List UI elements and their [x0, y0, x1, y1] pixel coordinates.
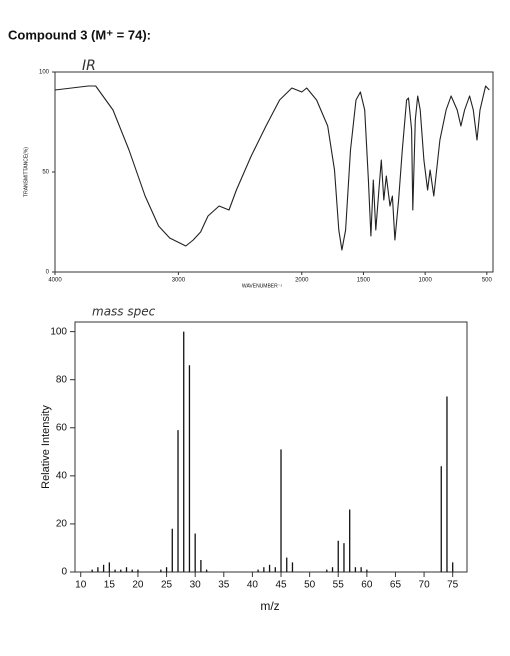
plot-frame [54, 71, 494, 273]
x-tick-label: 15 [104, 580, 116, 591]
x-tick-label: 25 [161, 580, 173, 591]
spectrum-line [54, 85, 490, 251]
x-tick-label: 2000 [295, 277, 309, 283]
x-tick-label: 70 [419, 580, 431, 591]
y-tick-label: 20 [56, 519, 68, 530]
y-tick-label: 0 [61, 567, 67, 578]
y-tick-label: 50 [42, 170, 49, 176]
x-tick-label: 60 [361, 580, 373, 591]
x-tick-label: 50 [304, 580, 316, 591]
x-tick-label: 40 [247, 580, 259, 591]
y-tick-label: 100 [50, 326, 67, 337]
y-axis-label: TRANSMITTANCE(%) [23, 147, 29, 197]
x-tick-label: 75 [447, 580, 459, 591]
y-axis-label: Relative Intensity [40, 405, 52, 489]
y-tick-label: 100 [39, 70, 50, 76]
x-tick-label: 55 [333, 580, 345, 591]
x-axis-label: m/z [260, 599, 279, 613]
x-axis-label: WAVENUMBER⁻¹ [242, 283, 282, 289]
x-tick-label: 3000 [172, 277, 186, 283]
y-tick-label: 0 [46, 270, 50, 276]
x-tick-label: 4000 [48, 277, 62, 283]
x-tick-label: 20 [132, 580, 144, 591]
x-tick-label: 35 [218, 580, 230, 591]
x-tick-label: 1500 [357, 277, 371, 283]
annotation: mass spec [92, 305, 156, 319]
x-tick-label: 65 [390, 580, 402, 591]
x-tick-label: 30 [190, 580, 202, 591]
x-tick-label: 500 [482, 277, 493, 283]
plot-frame [74, 321, 468, 573]
x-tick-label: 10 [75, 580, 87, 591]
annotation: IR [82, 58, 96, 74]
y-tick-label: 40 [56, 470, 68, 481]
y-tick-label: 60 [56, 422, 68, 433]
x-tick-label: 1000 [418, 277, 432, 283]
y-tick-label: 80 [56, 374, 68, 385]
x-tick-label: 45 [275, 580, 287, 591]
page-title: Compound 3 (M⁺ = 74): [8, 27, 151, 42]
